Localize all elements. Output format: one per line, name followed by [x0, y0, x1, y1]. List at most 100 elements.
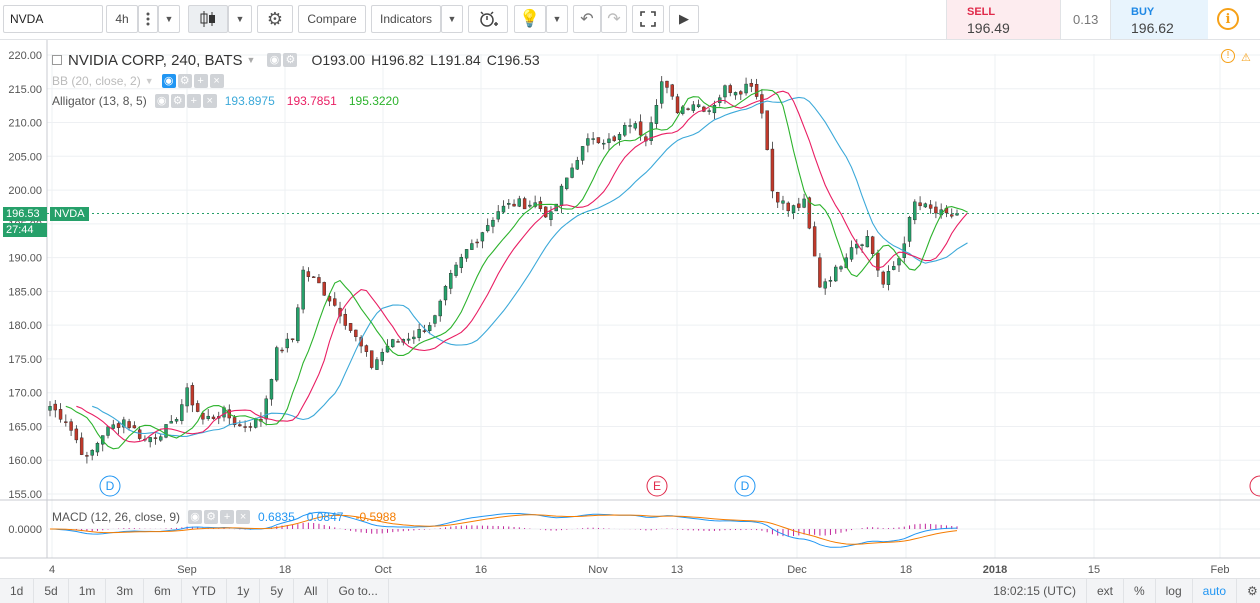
candle-body: [132, 425, 137, 429]
x-axis-tick-label: Feb: [1211, 564, 1230, 576]
eye-icon[interactable]: ◉: [267, 53, 282, 67]
candle-body: [174, 419, 179, 422]
replay-button[interactable]: ▶: [669, 5, 699, 33]
candle-body: [696, 104, 701, 107]
redo-button[interactable]: ↷: [601, 5, 627, 33]
chart-style-dropdown[interactable]: ▼: [228, 5, 252, 33]
gear-icon[interactable]: ⚙: [177, 74, 192, 88]
close-icon[interactable]: ×: [209, 74, 224, 88]
symbol-title: NVIDIA CORP, 240, BATS: [68, 51, 243, 69]
range-1m[interactable]: 1m: [69, 578, 107, 603]
y-axis-tick-label: 165.00: [8, 421, 42, 433]
ext-toggle[interactable]: ext: [1085, 579, 1123, 603]
gear-icon[interactable]: ⚙: [170, 94, 185, 108]
range-5d[interactable]: 5d: [34, 578, 69, 603]
candle-body: [923, 203, 928, 208]
plus-icon[interactable]: +: [193, 74, 208, 88]
settings-button[interactable]: ⚙: [257, 5, 293, 33]
candle-body: [185, 387, 189, 407]
eye-icon[interactable]: ◉: [154, 94, 169, 108]
candle-body: [248, 426, 253, 428]
alert-icon[interactable]: !: [1221, 49, 1235, 63]
range-3m[interactable]: 3m: [106, 578, 145, 603]
goto-button[interactable]: Go to...: [328, 578, 389, 603]
y-axis-tick-label: 180.00: [8, 320, 42, 332]
chevron-down-icon[interactable]: ▼: [246, 55, 256, 65]
chart-style-button[interactable]: [188, 5, 228, 33]
eye-icon[interactable]: ◉: [188, 510, 203, 524]
candle-body: [433, 315, 437, 324]
eye-icon[interactable]: ◉: [161, 74, 176, 88]
sell-panel[interactable]: SELL 196.49: [946, 0, 1060, 40]
candle-body: [950, 214, 954, 217]
indicators-dropdown[interactable]: ▼: [441, 5, 463, 33]
candle-body: [623, 125, 627, 136]
range-all[interactable]: All: [294, 578, 329, 603]
x-axis-tick-label: 13: [671, 564, 683, 576]
symbol-search-input[interactable]: [3, 5, 103, 33]
candle-body: [802, 198, 806, 208]
candle-body: [90, 450, 94, 456]
ideas-dropdown[interactable]: ▼: [546, 5, 568, 33]
lightbulb-icon: 💡: [519, 9, 541, 28]
candle-body: [807, 197, 812, 229]
buy-panel[interactable]: BUY 196.62: [1110, 0, 1208, 40]
macd-label: MACD (12, 26, close, 9): [52, 510, 181, 524]
warning-icon[interactable]: ⚠: [1241, 52, 1251, 64]
indicators-button[interactable]: Indicators: [371, 5, 441, 33]
undo-button[interactable]: ↶: [573, 5, 601, 33]
interval-selector[interactable]: 4h: [106, 5, 138, 33]
open-value: O193.00: [311, 52, 366, 68]
candle-body: [617, 134, 622, 140]
candle-body: [243, 426, 247, 428]
plus-icon[interactable]: +: [186, 94, 201, 108]
ideas-button[interactable]: 💡: [514, 5, 546, 33]
candle-body: [776, 192, 780, 203]
log-toggle[interactable]: log: [1154, 579, 1192, 603]
compare-button[interactable]: Compare: [298, 5, 366, 33]
candle-body: [823, 281, 827, 289]
x-axis-tick-label: Dec: [787, 564, 807, 576]
settings-button[interactable]: ⚙: [1236, 579, 1260, 603]
utc-clock[interactable]: 18:02:15 (UTC): [993, 584, 1076, 598]
interval-menu-button[interactable]: [138, 5, 158, 33]
candle-body: [438, 300, 442, 317]
range-5y[interactable]: 5y: [260, 578, 295, 603]
candle-body: [380, 352, 384, 362]
candle-body: [53, 403, 57, 411]
gear-icon[interactable]: ⚙: [204, 510, 219, 524]
range-6m[interactable]: 6m: [144, 578, 182, 603]
range-ytd[interactable]: YTD: [182, 578, 227, 603]
candle-body: [317, 277, 321, 284]
gear-icon[interactable]: ⚙: [283, 53, 298, 67]
chevron-down-icon[interactable]: ▼: [144, 76, 154, 86]
candle-body: [739, 91, 743, 95]
auto-toggle[interactable]: auto: [1191, 579, 1236, 603]
candle-body: [169, 421, 173, 424]
price-chart[interactable]: 220.00215.00210.00205.00200.00195.00190.…: [0, 40, 1260, 578]
collapse-legend-icon[interactable]: [52, 55, 62, 65]
candle-body: [691, 104, 696, 111]
interval-dropdown-button[interactable]: ▼: [158, 5, 180, 33]
macd-line: [49, 511, 958, 548]
candle-body: [348, 323, 353, 331]
range-1d[interactable]: 1d: [0, 578, 35, 603]
play-icon: ▶: [679, 11, 689, 26]
candle-body: [934, 206, 938, 214]
chevron-down-icon: ▼: [164, 14, 174, 24]
info-icon[interactable]: i: [1217, 8, 1239, 30]
x-axis-tick-label: 18: [900, 564, 912, 576]
range-1y[interactable]: 1y: [227, 578, 261, 603]
candle-body: [232, 417, 237, 426]
percent-toggle[interactable]: %: [1122, 579, 1155, 603]
candle-body: [475, 241, 479, 244]
candle-body: [480, 232, 485, 242]
close-icon[interactable]: ×: [236, 510, 251, 524]
plus-icon[interactable]: +: [220, 510, 235, 524]
candle-body: [48, 406, 52, 411]
candle-body: [886, 271, 891, 285]
alligator-jaw-line: [92, 96, 968, 437]
fullscreen-button[interactable]: [632, 5, 664, 33]
alert-button[interactable]: [468, 5, 508, 33]
close-icon[interactable]: ×: [202, 94, 217, 108]
